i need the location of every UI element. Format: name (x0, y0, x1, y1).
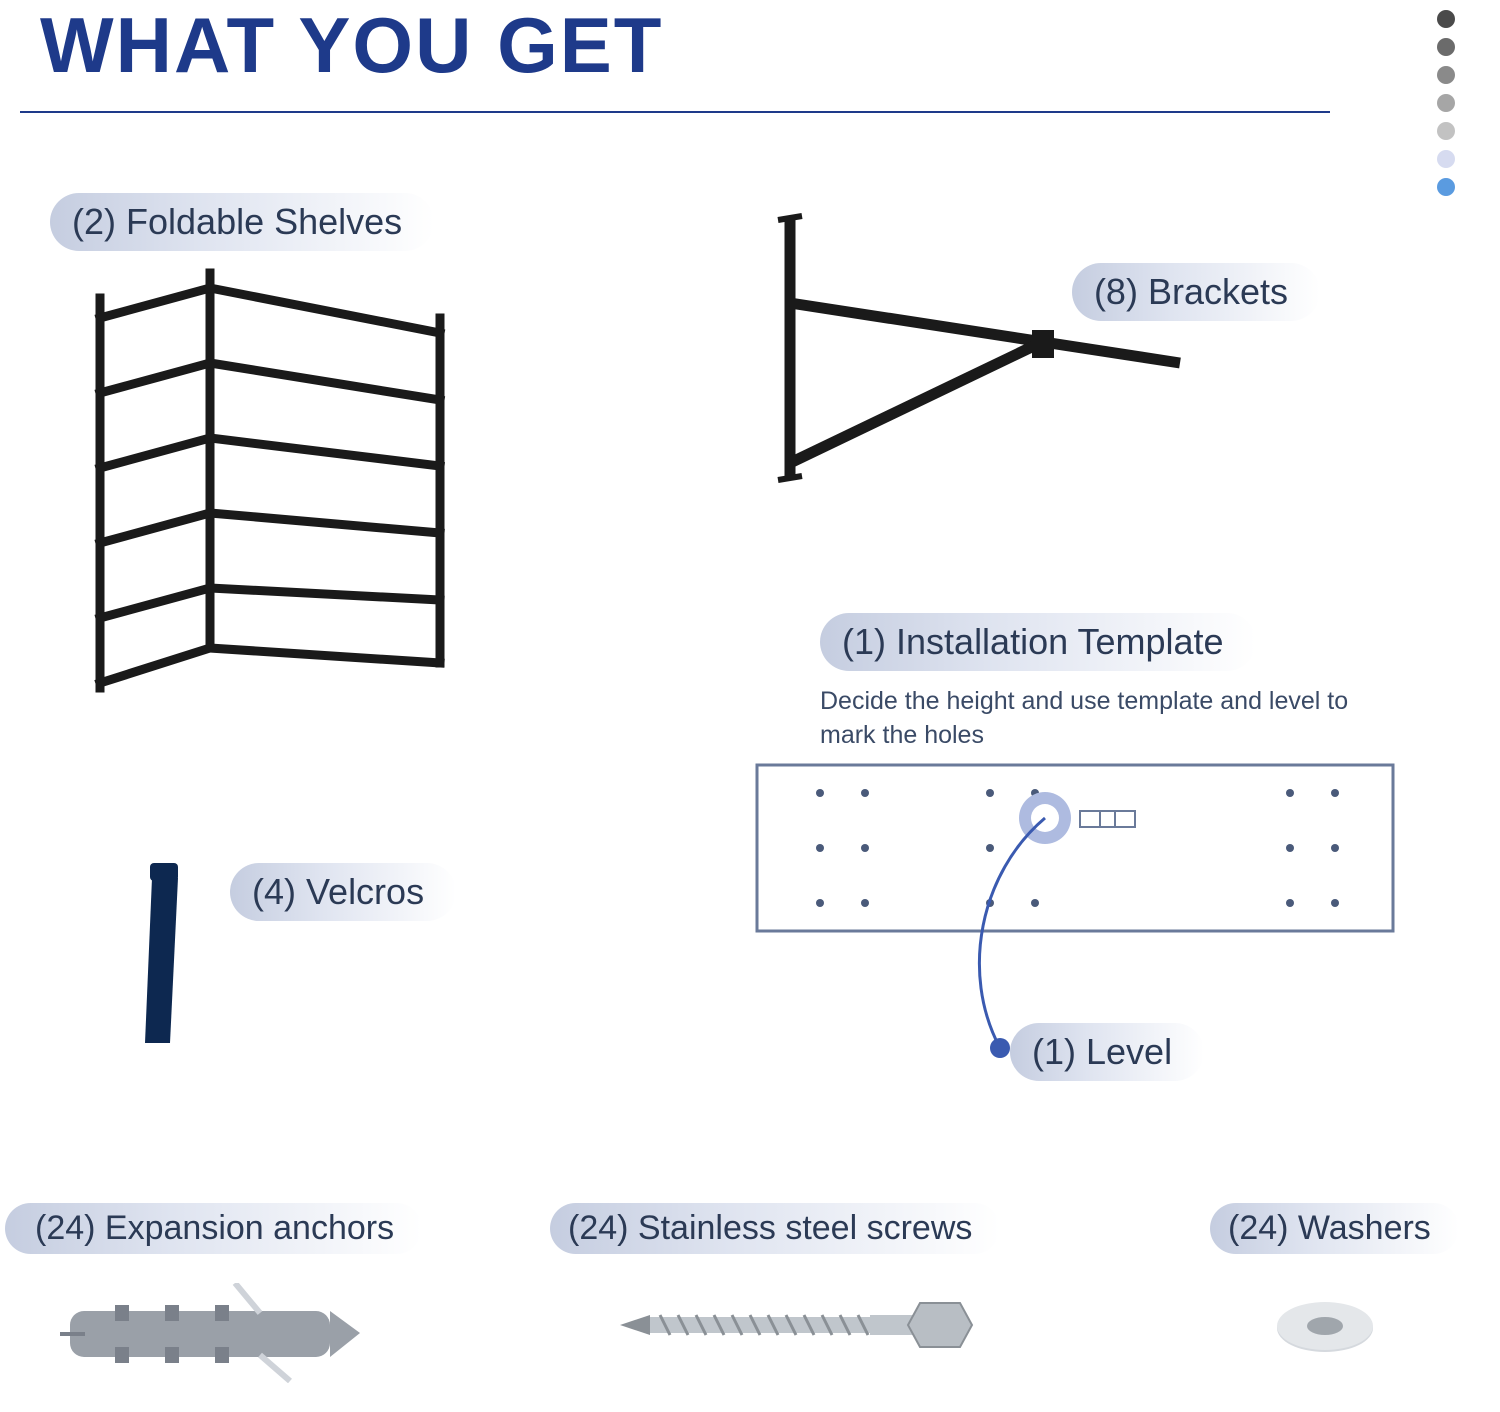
dot-6 (1437, 150, 1455, 168)
title-underline (20, 111, 1330, 113)
level-qty: (1) (1032, 1031, 1076, 1072)
template-label: (1) Installation Template (820, 613, 1256, 671)
dot-4 (1437, 94, 1455, 112)
shelves-text: Foldable Shelves (126, 201, 402, 242)
dot-5 (1437, 122, 1455, 140)
shelves-qty: (2) (72, 201, 116, 242)
washer-icon (1270, 1293, 1390, 1363)
screws-text: Stainless steel screws (638, 1209, 972, 1247)
shelves-icon (80, 268, 460, 698)
dot-1 (1437, 10, 1455, 28)
velcro-icon (120, 858, 210, 1058)
screw-icon (620, 1293, 980, 1363)
bracket-icon (750, 208, 1200, 498)
washers-qty: (24) (1228, 1209, 1288, 1247)
screws-label: (24) Stainless steel screws (550, 1203, 1000, 1254)
anchors-text: Expansion anchors (105, 1209, 394, 1247)
velcros-label: (4) Velcros (230, 863, 456, 921)
dot-3 (1437, 66, 1455, 84)
velcros-qty: (4) (252, 871, 296, 912)
items-canvas: (2) Foldable Shelves (8) (20, 173, 1480, 1373)
dot-2 (1437, 38, 1455, 56)
anchors-qty: (24) (35, 1209, 95, 1247)
level-label: (1) Level (1010, 1023, 1204, 1081)
level-text: Level (1086, 1031, 1172, 1072)
shelves-label: (2) Foldable Shelves (50, 193, 434, 251)
template-qty: (1) (842, 621, 886, 662)
page-title: WHAT YOU GET (40, 0, 1480, 91)
template-text: Installation Template (896, 621, 1224, 662)
anchors-label: (24) Expansion anchors (5, 1203, 422, 1254)
washers-label: (24) Washers (1210, 1203, 1459, 1254)
velcros-text: Velcros (306, 871, 424, 912)
washers-text: Washers (1298, 1209, 1431, 1247)
screws-qty: (24) (568, 1209, 628, 1247)
progress-dots (1437, 10, 1455, 196)
anchor-icon (60, 1283, 390, 1383)
template-instruction: Decide the height and use template and l… (820, 685, 1380, 753)
